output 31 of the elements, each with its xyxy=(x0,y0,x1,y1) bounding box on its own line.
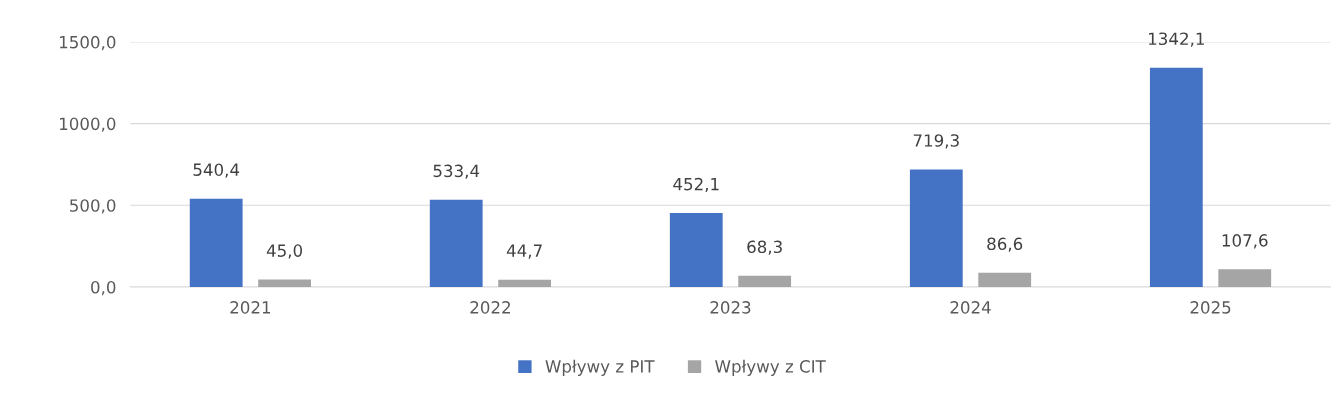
data-label: 452,1 xyxy=(673,177,719,193)
data-label: 540,4 xyxy=(193,163,240,178)
x-tick-label: 2021 xyxy=(230,301,271,314)
x-tick-label: 2025 xyxy=(1190,301,1231,314)
y-tick-label: 1500,0 xyxy=(59,35,116,51)
y-tick-label: 500,0 xyxy=(70,199,116,214)
bar xyxy=(909,169,963,287)
bar xyxy=(258,279,311,287)
legend-label: Wpływy z CIT xyxy=(715,359,826,376)
data-label: 1342,1 xyxy=(1149,32,1204,47)
bar xyxy=(1218,269,1272,287)
data-label: 533,4 xyxy=(433,164,480,179)
x-tick-label: 2024 xyxy=(950,301,991,314)
data-label: 45,0 xyxy=(266,244,303,259)
y-tick-label: 1000,0 xyxy=(59,117,116,132)
x-tick-label: 2022 xyxy=(470,301,510,314)
y-tick-label: 0,0 xyxy=(91,280,116,296)
bar xyxy=(1149,67,1203,287)
data-label: 719,3 xyxy=(913,134,959,149)
bar xyxy=(429,199,483,287)
bar xyxy=(978,272,1032,287)
bar xyxy=(669,213,723,287)
x-tick-label: 2023 xyxy=(710,301,751,314)
bar xyxy=(189,198,243,287)
data-label: 86,6 xyxy=(987,237,1023,252)
bar xyxy=(738,275,792,287)
data-label: 107,6 xyxy=(1222,234,1268,249)
legend-label: Wpływy z PIT xyxy=(545,359,655,376)
data-label: 44,7 xyxy=(506,244,542,259)
data-label: 68,3 xyxy=(747,240,782,255)
bar xyxy=(498,279,552,287)
